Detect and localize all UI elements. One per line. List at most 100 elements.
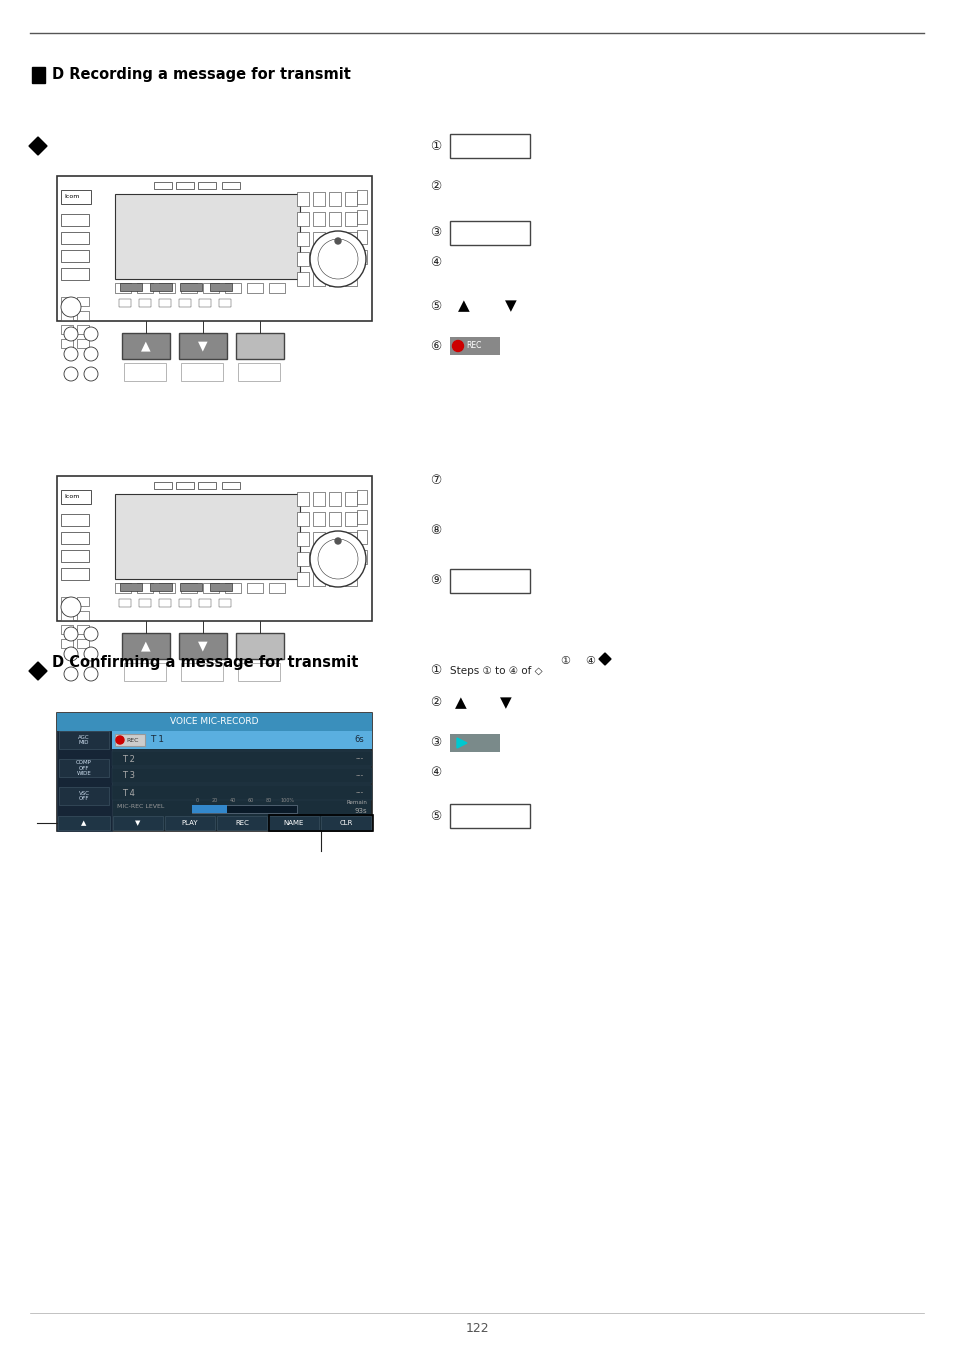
Circle shape	[64, 367, 78, 381]
Bar	[450, 804, 530, 828]
Bar	[329, 212, 340, 226]
Bar	[32, 68, 45, 82]
Bar	[77, 326, 89, 334]
Text: Steps ① to ④ of ◇: Steps ① to ④ of ◇	[450, 666, 542, 676]
Text: ---: ---	[355, 771, 364, 781]
Bar	[122, 332, 170, 359]
Bar	[235, 332, 284, 359]
Bar	[61, 490, 91, 504]
Text: ③: ③	[430, 227, 441, 239]
Polygon shape	[29, 136, 47, 155]
Circle shape	[64, 327, 78, 340]
Bar	[57, 713, 372, 731]
Bar	[150, 584, 172, 590]
Bar	[179, 598, 191, 607]
Bar	[296, 272, 309, 286]
Text: 80: 80	[266, 798, 272, 804]
Bar	[356, 250, 367, 263]
Bar	[225, 282, 241, 293]
Text: ⑦: ⑦	[430, 474, 441, 488]
Bar	[61, 326, 73, 334]
Bar	[122, 634, 170, 659]
Bar	[269, 815, 373, 831]
Bar	[181, 282, 196, 293]
Bar	[225, 584, 241, 593]
Text: PLAY: PLAY	[181, 820, 198, 825]
Text: ▲: ▲	[141, 339, 151, 353]
Bar	[296, 232, 309, 246]
Bar	[112, 751, 372, 766]
Bar	[329, 272, 340, 286]
Bar	[115, 195, 299, 280]
Bar	[175, 482, 193, 489]
Bar	[345, 553, 356, 566]
Text: ②: ②	[430, 180, 441, 192]
Bar	[329, 553, 340, 566]
Text: T 2: T 2	[122, 754, 134, 763]
Circle shape	[310, 531, 366, 586]
Bar	[296, 492, 309, 507]
Bar	[181, 363, 223, 381]
Polygon shape	[456, 738, 467, 748]
Circle shape	[335, 538, 340, 544]
Text: T 4: T 4	[122, 789, 134, 797]
Bar	[296, 532, 309, 546]
Bar	[181, 584, 196, 593]
Bar	[77, 297, 89, 305]
Bar	[320, 816, 371, 830]
Bar	[345, 571, 356, 586]
Bar	[450, 336, 499, 355]
Bar	[153, 182, 172, 189]
Bar	[345, 512, 356, 526]
Text: ①: ①	[430, 139, 441, 153]
Text: 60: 60	[248, 798, 253, 804]
Bar	[61, 311, 73, 320]
Bar	[57, 476, 372, 621]
Bar	[112, 731, 372, 748]
Bar	[237, 663, 280, 681]
Bar	[180, 584, 202, 590]
Bar	[450, 734, 499, 753]
Bar	[329, 192, 340, 205]
Bar	[222, 482, 240, 489]
Circle shape	[452, 340, 463, 351]
Bar	[296, 553, 309, 566]
Bar	[61, 532, 89, 544]
Bar	[61, 626, 73, 634]
Bar	[165, 816, 214, 830]
Text: ▼: ▼	[198, 339, 208, 353]
Bar	[58, 816, 110, 830]
Bar	[313, 253, 325, 266]
Text: REC: REC	[465, 342, 481, 350]
Bar	[77, 597, 89, 607]
Bar	[356, 190, 367, 204]
Bar	[356, 209, 367, 224]
Text: 20: 20	[212, 798, 218, 804]
Bar	[345, 492, 356, 507]
Bar	[313, 232, 325, 246]
Bar	[329, 253, 340, 266]
Bar	[296, 212, 309, 226]
Text: AGC
MID: AGC MID	[78, 735, 90, 746]
Bar	[356, 530, 367, 544]
Bar	[192, 805, 227, 813]
Text: ▲: ▲	[455, 696, 466, 711]
Bar	[269, 816, 318, 830]
Bar	[356, 550, 367, 563]
Bar	[269, 584, 285, 593]
Text: 93s: 93s	[354, 808, 367, 815]
Bar	[59, 759, 109, 777]
Bar	[77, 626, 89, 634]
Bar	[120, 282, 142, 290]
Text: 6s: 6s	[354, 735, 364, 744]
Bar	[77, 339, 89, 349]
Bar	[175, 182, 193, 189]
Text: ▼: ▼	[504, 299, 517, 313]
Bar	[210, 282, 232, 290]
Bar	[61, 339, 73, 349]
Bar	[57, 176, 372, 322]
Bar	[198, 182, 215, 189]
Bar	[112, 767, 372, 784]
Bar	[61, 232, 89, 245]
Text: ④: ④	[584, 657, 595, 666]
